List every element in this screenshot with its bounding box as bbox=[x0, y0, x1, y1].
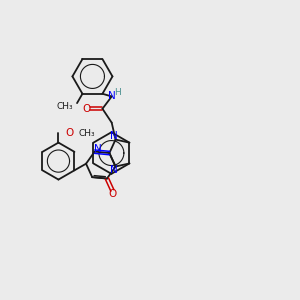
Text: N: N bbox=[110, 165, 118, 175]
Text: O: O bbox=[65, 128, 74, 138]
Text: CH₃: CH₃ bbox=[79, 129, 95, 138]
Text: CH₃: CH₃ bbox=[57, 102, 73, 111]
Text: N: N bbox=[108, 91, 116, 101]
Text: H: H bbox=[115, 88, 121, 97]
Text: N: N bbox=[110, 131, 118, 142]
Text: O: O bbox=[82, 104, 90, 114]
Text: N: N bbox=[94, 144, 102, 154]
Text: O: O bbox=[108, 189, 116, 199]
